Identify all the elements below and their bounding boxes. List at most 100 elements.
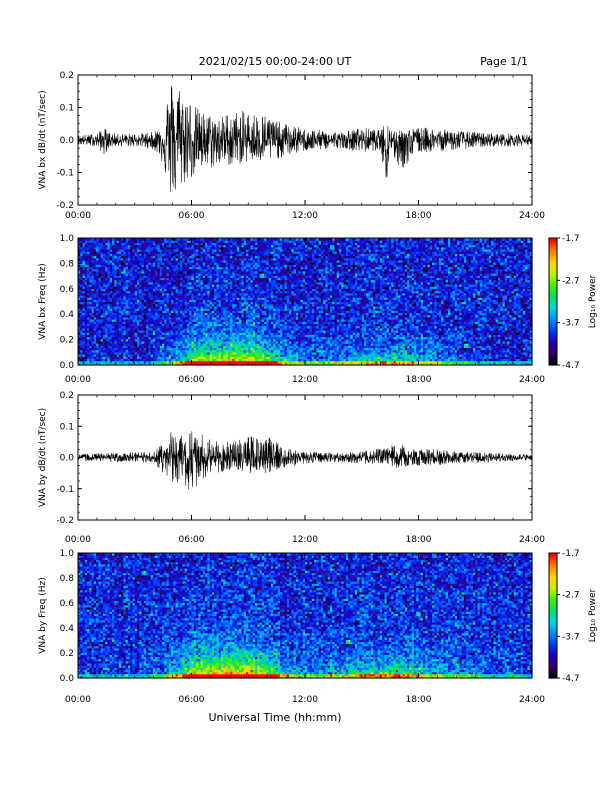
spectrogram-cell xyxy=(193,297,197,300)
spectrogram-cell xyxy=(218,312,222,316)
spectrogram-cell xyxy=(173,246,177,250)
spectrogram-cell xyxy=(189,338,193,342)
spectrogram-cell xyxy=(198,329,202,333)
spectrogram-cell xyxy=(150,259,154,263)
spectrogram-cell xyxy=(221,312,224,316)
spectrogram-cell xyxy=(125,242,129,246)
spectrogram-cell xyxy=(189,316,193,320)
spectrogram-cell xyxy=(186,327,190,331)
spectrogram-cell xyxy=(200,351,204,355)
spectrogram-cell xyxy=(118,299,122,303)
spectrogram-cell xyxy=(123,351,127,355)
spectrogram-cell xyxy=(137,321,140,324)
spectrogram-cell xyxy=(134,305,138,309)
spectrogram-cell xyxy=(221,259,224,263)
spectrogram-cell xyxy=(109,316,113,320)
spectrogram-cell xyxy=(161,297,165,300)
spectrogram-cell xyxy=(164,288,168,292)
spectrogram-cell xyxy=(132,345,136,349)
spectrogram-cell xyxy=(127,244,131,248)
spectrogram-cell xyxy=(211,319,215,322)
spectrogram-cell xyxy=(155,273,159,276)
spectrogram-cell xyxy=(159,279,163,283)
spectrogram-cell xyxy=(216,248,220,252)
spectrogram-cell xyxy=(157,303,161,307)
spectrogram-cell xyxy=(191,319,195,322)
spectrogram-cell xyxy=(161,351,165,355)
spectrogram-cell xyxy=(155,253,159,257)
spectrogram-cell xyxy=(202,253,206,257)
spectrogram-cell xyxy=(102,248,106,252)
spectrogram-cell xyxy=(139,294,143,298)
spectrogram-cell xyxy=(211,340,215,344)
spectrogram-cell xyxy=(141,240,145,243)
spectrogram-cell xyxy=(177,294,181,298)
spectrogram-cell xyxy=(87,281,90,285)
spectrogram-cell xyxy=(148,314,152,318)
spectrogram-cell xyxy=(134,321,138,324)
spectrogram-cell xyxy=(161,323,165,327)
spectrogram-cell xyxy=(218,329,222,333)
spectrogram-cell xyxy=(221,297,224,300)
spectrogram-cell xyxy=(116,294,120,298)
spectrogram-cell xyxy=(78,354,81,357)
spectrogram-cell xyxy=(105,321,109,324)
spectrogram-cell xyxy=(109,310,113,314)
spectrogram-cell xyxy=(118,286,122,289)
spectrogram-cell xyxy=(211,351,215,355)
spectrogram-cell xyxy=(150,273,154,276)
spectrogram-cell xyxy=(221,358,224,362)
spectrogram-cell xyxy=(189,257,193,261)
spectrogram-cell xyxy=(211,312,215,316)
spectrogram-cell xyxy=(141,323,145,327)
spectrogram-cell xyxy=(184,308,188,311)
spectrogram-cell xyxy=(157,327,161,331)
spectrogram-cell xyxy=(221,314,224,318)
spectrogram-cell xyxy=(205,334,208,338)
spectrogram-cell xyxy=(173,356,177,360)
spectrogram-cell xyxy=(82,356,86,360)
spectrogram-cell xyxy=(211,286,215,289)
spectrogram-cell xyxy=(118,349,122,353)
spectrogram-cell xyxy=(221,349,224,353)
spectrogram-cell xyxy=(182,334,186,338)
spectrogram-cell xyxy=(80,242,84,246)
spectrogram-cell xyxy=(98,246,102,250)
spectrogram-cell xyxy=(164,270,168,274)
spectrogram-cell xyxy=(209,301,213,305)
spectrogram-cell xyxy=(173,332,177,335)
spectrogram-cell xyxy=(159,275,163,279)
spectrogram-cell xyxy=(180,321,184,324)
spectrogram-cell xyxy=(130,329,134,333)
spectrogram-cell xyxy=(134,329,138,333)
spectrogram-cell xyxy=(182,360,186,364)
spectrogram-cell xyxy=(143,351,147,355)
spectrogram-cell xyxy=(130,294,134,298)
spectrogram-cell xyxy=(89,270,93,274)
spectrogram-cell xyxy=(109,343,113,346)
spectrogram-cell xyxy=(146,349,149,353)
spectrogram-cell xyxy=(146,273,149,276)
spectrogram-cell xyxy=(96,253,100,257)
spectrogram-cell xyxy=(130,275,134,279)
spectrogram-cell xyxy=(164,308,168,311)
spectrogram-cell xyxy=(78,246,81,250)
spectrogram-cell xyxy=(93,345,97,349)
spectrogram-cell xyxy=(82,347,86,351)
spectrogram-cell xyxy=(209,279,213,283)
spectrogram-cell xyxy=(78,336,81,340)
spectrogram-cell xyxy=(87,310,90,314)
spectrogram-cell xyxy=(209,358,213,362)
spectrogram-cell xyxy=(150,310,154,314)
spectrogram-cell xyxy=(196,301,199,305)
spectrogram-cell xyxy=(182,362,186,366)
spectrogram-cell xyxy=(184,338,188,342)
spectrogram-cell xyxy=(91,349,95,353)
spectrogram-cell xyxy=(125,281,129,285)
spectrogram-cell xyxy=(211,238,215,241)
spectrogram-cell xyxy=(202,292,206,296)
spectrogram-cell xyxy=(184,329,188,333)
spectrogram-cell xyxy=(205,281,208,285)
spectrogram-cell xyxy=(146,268,149,272)
spectrogram-cell xyxy=(107,248,111,252)
